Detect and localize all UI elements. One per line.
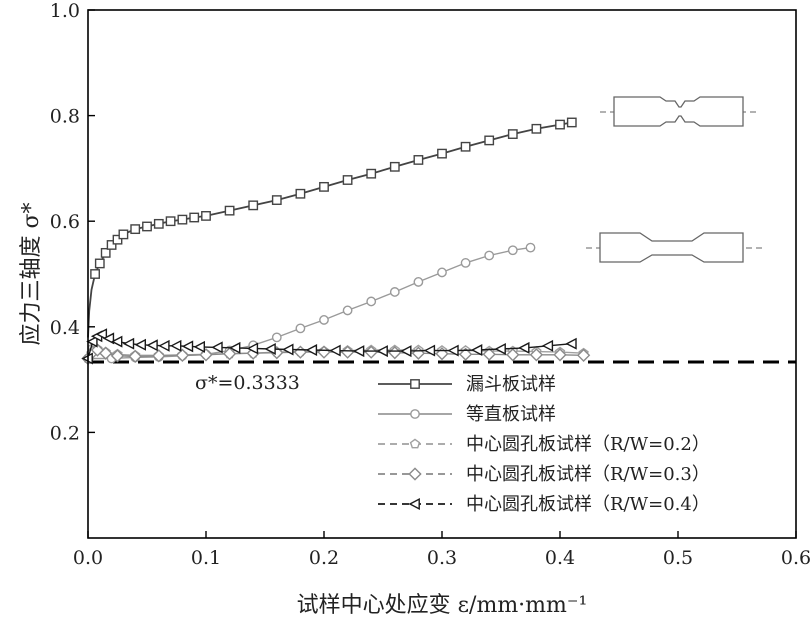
data-point [166,217,174,225]
data-point [177,350,188,361]
data-point [178,215,186,223]
data-point [119,230,127,238]
data-point [131,225,139,233]
data-point [273,196,281,204]
specimen-insets [586,97,766,262]
data-point [249,201,257,209]
x-tick-label: 0.0 [73,547,103,569]
legend-marker [411,439,420,447]
data-point [307,345,316,355]
x-tick-label: 0.2 [309,547,339,569]
data-point [102,249,110,257]
x-tick-label: 0.6 [781,547,811,569]
data-point [556,120,564,128]
data-point [526,243,534,251]
legend-label: 等直板试样 [466,404,556,425]
data-point [136,340,145,350]
data-point [367,297,375,305]
y-tick-label: 0.2 [50,422,80,444]
legend: 漏斗板试样等直板试样中心圆孔板试样（R/W=0.2） 中心圆孔板试样（R/W=0.… [378,374,710,515]
data-point [543,341,552,351]
x-tick-label: 0.5 [663,547,693,569]
data-point [414,278,422,286]
data-point [391,288,399,296]
data-point [485,251,493,259]
x-tick-label: 0.4 [545,547,575,569]
legend-label: 中心圆孔板试样（R/W=0.3） [466,464,710,485]
legend-marker [411,380,419,388]
data-point [296,190,304,198]
data-point [296,324,304,332]
data-point [485,136,493,144]
data-point [509,246,517,254]
legend-marker [411,410,419,418]
legend-label: 中心圆孔板试样（R/W=0.4） [466,494,710,515]
data-point [496,344,505,354]
data-point [343,176,351,184]
data-point [438,149,446,157]
data-point [354,346,363,356]
legend-item-1: 漏斗板试样 [378,374,556,395]
reference-line-label: σ*=0.3333 [195,372,300,394]
data-point [148,340,157,350]
straight-specimen-icon [586,233,766,262]
legend-item-3: 中心圆孔板试样（R/W=0.2） [378,434,710,455]
legend-label: 漏斗板试样 [466,374,556,395]
data-point [213,343,222,353]
data-point [509,130,517,138]
data-point [318,346,329,357]
data-point [461,143,469,151]
legend-marker [409,468,420,479]
data-point [91,270,99,278]
data-point [130,351,141,362]
data-point [183,342,192,352]
axes: 0.0 0.1 0.2 0.3 0.4 0.5 0.6 0.2 0.4 0.6 0.8 1.0 试样中心… [19,0,811,618]
y-tick-label: 1.0 [50,0,80,22]
data-point [367,169,375,177]
data-point [143,222,151,230]
data-point [171,341,180,351]
data-point [461,259,469,267]
y-axis-title: 应力三轴度 σ* [19,202,44,345]
data-point [190,213,198,221]
data-point [532,125,540,133]
legend-item-5: 中心圆孔板试样（R/W=0.4） [378,494,710,515]
data-point [567,339,576,349]
data-point [414,156,422,164]
legend-item-4: 中心圆孔板试样（R/W=0.3） [378,464,710,485]
data-point [568,118,576,126]
x-axis-title: 试样中心处应变 ε/mm·mm⁻¹ [297,593,588,618]
data-point [202,212,210,220]
data-point [343,306,351,314]
data-point [155,220,163,228]
y-tick-label: 0.4 [50,317,80,339]
data-point [96,259,104,267]
data-point [331,346,340,356]
legend-marker [410,499,419,509]
x-tick-label: 0.3 [427,547,457,569]
data-point [320,316,328,324]
data-point [160,341,169,351]
funnel-specimen-icon [600,97,760,126]
x-tick-label: 0.1 [191,547,221,569]
data-point [320,183,328,191]
data-point [391,163,399,171]
y-tick-label: 0.8 [50,106,80,128]
data-point [153,350,164,361]
series-line [88,123,572,338]
data-point [225,206,233,214]
data-point [472,345,481,355]
data-point [195,342,204,352]
series-1 [88,118,576,337]
legend-label: 中心圆孔板试样（R/W=0.2） [466,434,710,455]
data-point [378,346,387,356]
data-point [295,346,306,357]
y-tick-label: 0.6 [50,211,80,233]
legend-item-2: 等直板试样 [378,404,556,425]
data-point [273,333,281,341]
data-point [124,339,133,349]
data-point [402,346,411,356]
data-point [438,268,446,276]
